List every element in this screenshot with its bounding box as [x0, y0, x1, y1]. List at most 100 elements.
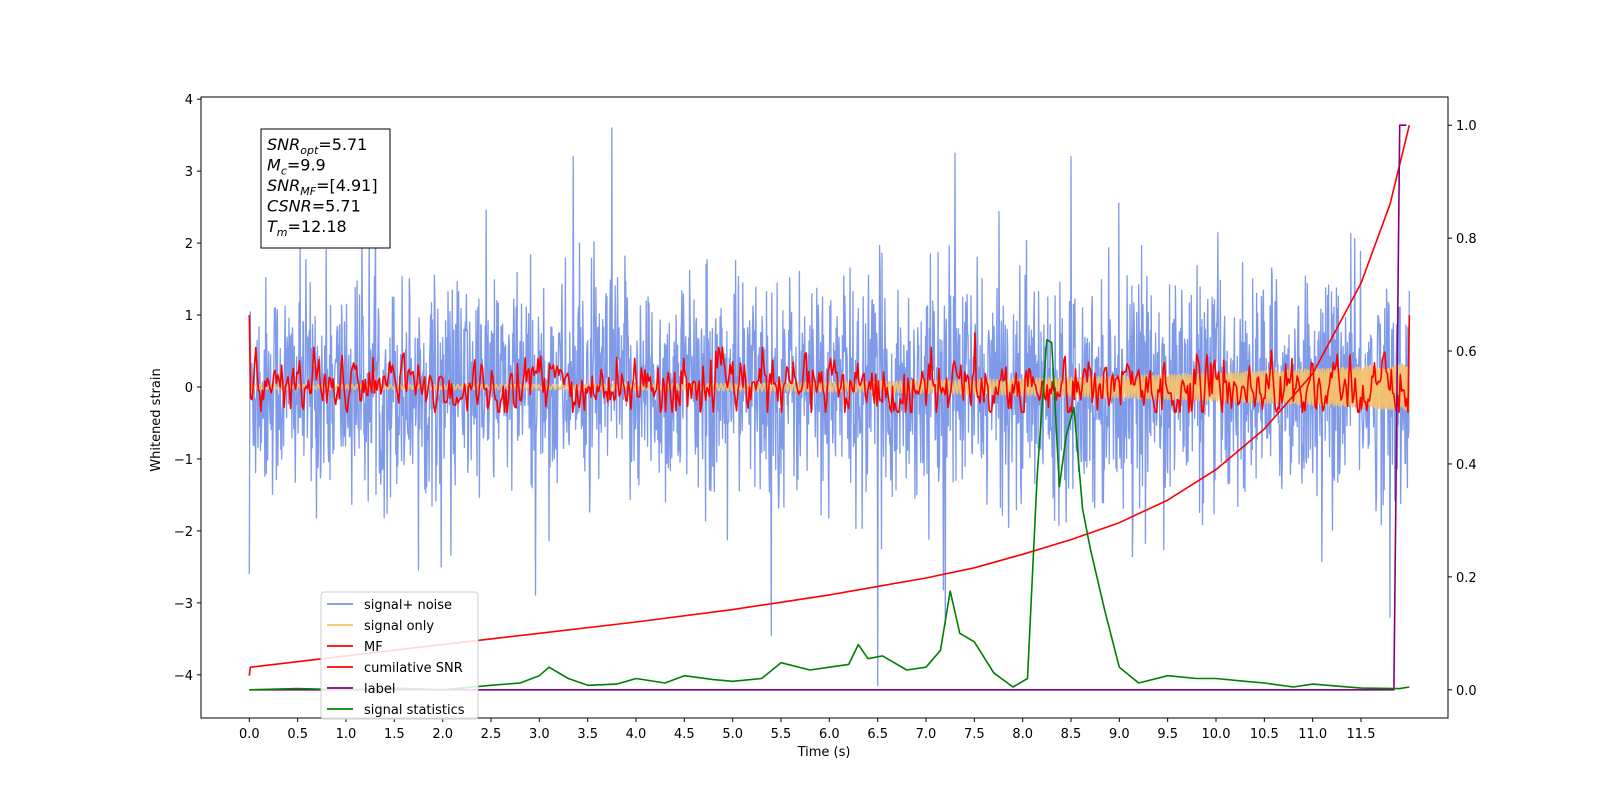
x-tick-label: 1.0: [336, 727, 357, 742]
legend-frame: [320, 591, 479, 720]
legend-label: label: [364, 682, 395, 697]
x-tick-13: 6.5: [867, 718, 888, 742]
x-tick-1: 0.5: [287, 718, 308, 742]
x-tick-label: 0.5: [287, 727, 308, 742]
y2-tick-1: 0.8: [1448, 232, 1477, 247]
y2-tick-3: 0.4: [1448, 458, 1477, 473]
legend-label: signal statistics: [364, 703, 465, 718]
y-tick-6: −2: [174, 525, 201, 540]
y-tick-label: −3: [174, 597, 193, 612]
x-tick-15: 7.5: [964, 718, 985, 742]
info-line-1: Mc=9.9: [267, 156, 326, 178]
legend-item-4: label: [327, 682, 395, 697]
y2-tick-label: 1.0: [1456, 119, 1477, 134]
x-tick-label: 3.5: [577, 727, 598, 742]
x-tick-label: 2.0: [432, 727, 453, 742]
x-tick-20: 10.0: [1202, 718, 1231, 742]
x-tick-label: 4.0: [626, 727, 647, 742]
info-line-4: Tm=12.18: [267, 217, 347, 239]
x-tick-5: 2.5: [481, 718, 502, 742]
legend-label: signal+ noise: [364, 598, 452, 613]
x-tick-label: 5.5: [771, 727, 792, 742]
x-tick-label: 6.0: [819, 727, 840, 742]
y-tick-8: −4: [174, 669, 201, 684]
y2-tick-4: 0.2: [1448, 571, 1477, 586]
y2-tick-0: 1.0: [1448, 119, 1477, 134]
plot-frame: [200, 96, 1449, 719]
y-tick-2: 2: [185, 237, 201, 252]
series-signal-noise: [248, 127, 1410, 687]
y-tick-1: 3: [185, 165, 201, 180]
y-tick-0: 4: [185, 93, 201, 108]
x-tick-9: 4.5: [674, 718, 695, 742]
x-tick-23: 11.5: [1347, 718, 1376, 742]
info-line-3: CSNR=5.71: [267, 197, 361, 216]
info-line-0: SNRopt=5.71: [267, 135, 367, 157]
y-tick-3: 1: [185, 309, 201, 324]
x-tick-0: 0.0: [239, 718, 260, 742]
x-tick-label: 10.5: [1250, 727, 1279, 742]
y-tick-label: −1: [174, 453, 193, 468]
y2-tick-label: 0.2: [1456, 571, 1477, 586]
y-tick-label: 4: [185, 93, 193, 108]
info-line-2: SNRMF=[4.91]: [267, 176, 378, 198]
x-tick-10: 5.0: [722, 718, 743, 742]
x-tick-18: 9.0: [1109, 718, 1130, 742]
info-box-frame: [260, 128, 391, 249]
x-tick-14: 7.0: [916, 718, 936, 742]
y2-tick-label: 0.4: [1456, 458, 1477, 473]
x-axis-label: Time (s): [797, 745, 851, 760]
x-tick-22: 11.0: [1298, 718, 1327, 742]
x-tick-label: 11.5: [1347, 727, 1376, 742]
legend: signal+ noise signal only MF cumilative SNR…: [320, 591, 479, 720]
x-tick-label: 9.0: [1109, 727, 1130, 742]
legend-label: cumilative SNR: [364, 661, 463, 676]
x-tick-19: 9.5: [1157, 718, 1178, 742]
legend-item-5: signal statistics: [327, 703, 465, 718]
x-tick-17: 8.5: [1061, 718, 1082, 742]
legend-item-3: cumilative SNR: [327, 661, 463, 676]
y-tick-label: −2: [174, 525, 193, 540]
y-tick-label: 0: [185, 381, 193, 396]
series-mf: [248, 314, 1411, 413]
x-tick-label: 5.0: [722, 727, 743, 742]
y2-tick-label: 0.6: [1456, 345, 1477, 360]
x-tick-21: 10.5: [1250, 718, 1279, 742]
x-tick-label: 4.5: [674, 727, 695, 742]
x-tick-label: 2.5: [481, 727, 502, 742]
y2-tick-2: 0.6: [1448, 345, 1477, 360]
y-tick-label: 3: [185, 165, 193, 180]
x-tick-8: 4.0: [626, 718, 647, 742]
y-tick-4: 0: [185, 381, 201, 396]
x-tick-label: 9.5: [1157, 727, 1178, 742]
x-tick-label: 8.5: [1061, 727, 1082, 742]
y-axis-ticks: 4 3 2 1 0 −1 −2 −3 −4: [174, 93, 201, 684]
legend-item-1: signal only: [327, 619, 434, 634]
y-tick-label: −4: [174, 669, 193, 684]
x-tick-label: 10.0: [1202, 727, 1231, 742]
y-tick-label: 1: [185, 309, 193, 324]
x-tick-11: 5.5: [771, 718, 792, 742]
info-box: SNRopt=5.71Mc=9.9SNRMF=[4.91]CSNR=5.71Tm…: [260, 128, 391, 249]
y2-tick-label: 0.0: [1456, 684, 1477, 699]
y2-axis-ticks: 1.0 0.8 0.6 0.4 0.2 0.0: [1448, 119, 1477, 699]
x-tick-label: 8.0: [1012, 727, 1033, 742]
y-tick-7: −3: [174, 597, 201, 612]
x-tick-label: 1.5: [384, 727, 405, 742]
x-tick-label: 7.5: [964, 727, 985, 742]
x-tick-7: 3.5: [577, 718, 598, 742]
legend-item-0: signal+ noise: [327, 598, 452, 613]
x-axis-ticks: 0.0 0.5 1.0 1.5 2.0 2.5 3.0 3.5 4.0 4.5 5.0 5.5 6.0 6…: [239, 718, 1375, 742]
series-label: [249, 124, 1407, 691]
y2-tick-5: 0.0: [1448, 684, 1477, 699]
y-tick-5: −1: [174, 453, 201, 468]
series-signal-statistics: [249, 339, 1410, 691]
legend-item-2: MF: [327, 640, 383, 655]
x-tick-16: 8.0: [1012, 718, 1033, 742]
x-tick-label: 3.0: [529, 727, 550, 742]
y-tick-label: 2: [185, 237, 193, 252]
x-tick-label: 11.0: [1298, 727, 1327, 742]
x-tick-label: 6.5: [867, 727, 888, 742]
legend-label: MF: [364, 640, 383, 655]
